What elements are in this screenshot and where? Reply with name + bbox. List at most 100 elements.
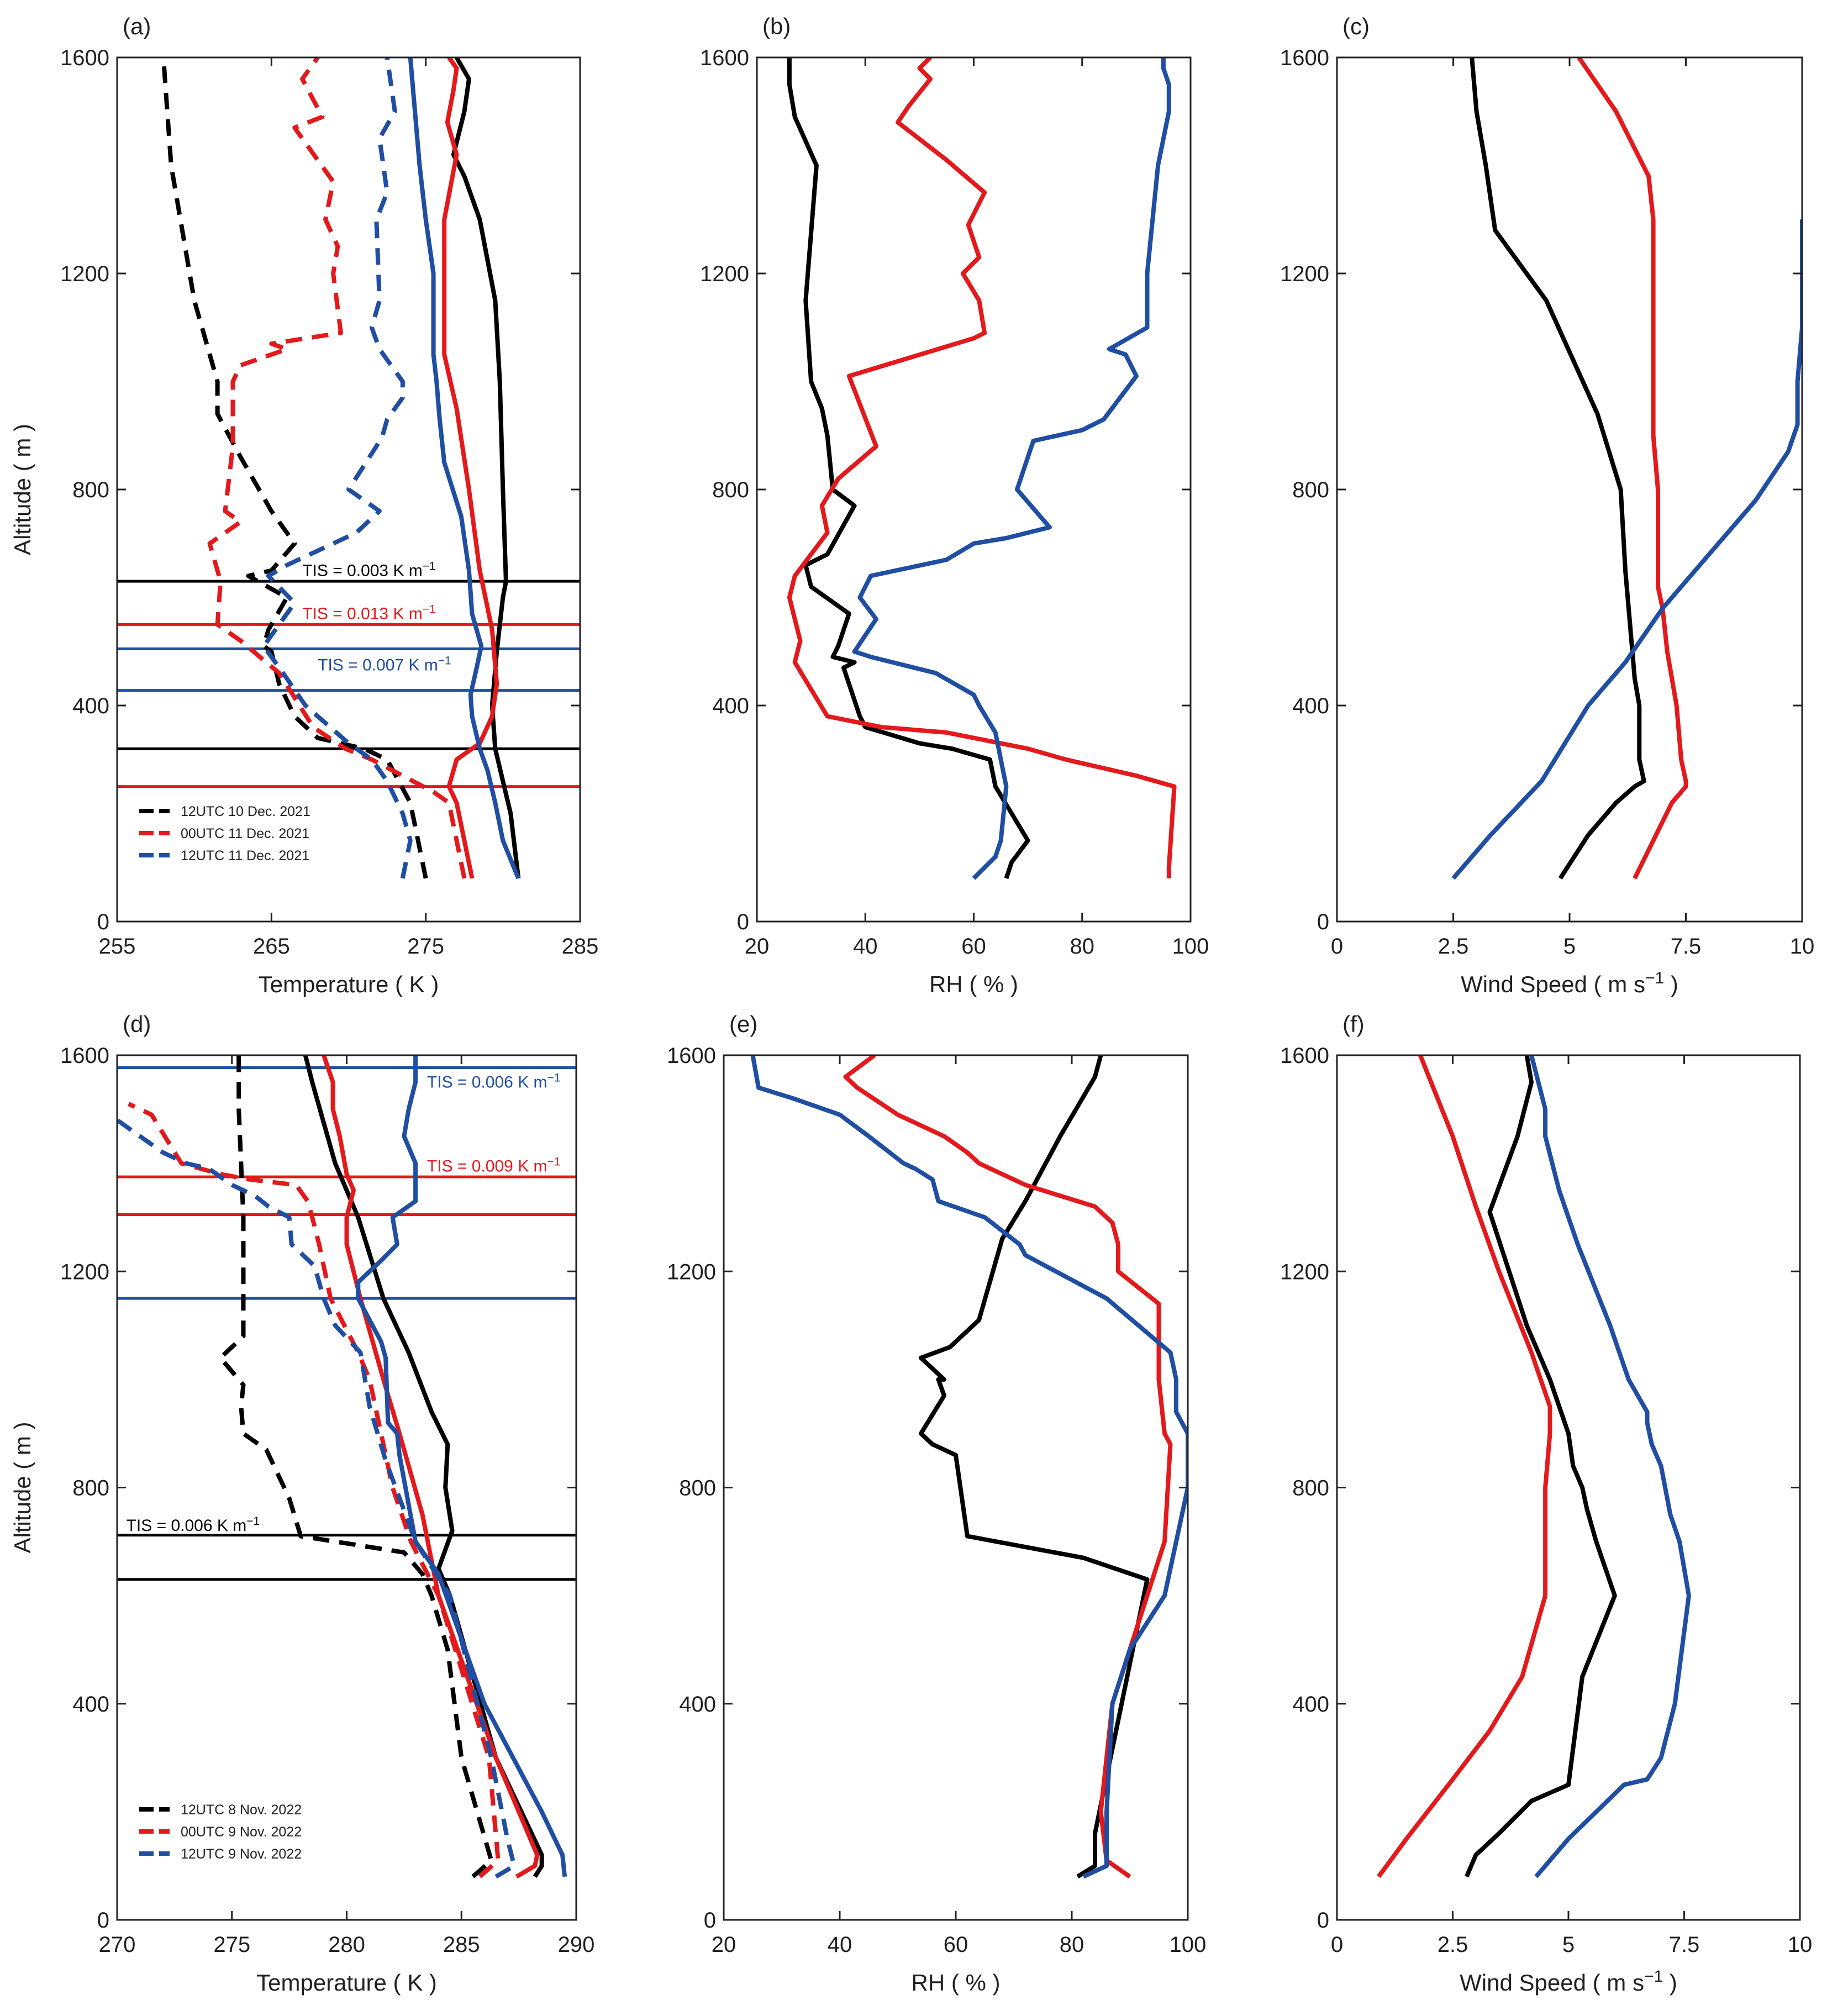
x-tick-label: 40 [853, 934, 878, 959]
x-axis-label-sup: −1 [1645, 969, 1664, 987]
series-line-2 [787, 57, 1177, 878]
tis-annotation-sup: −1 [547, 1071, 561, 1084]
x-tick-label: 80 [1060, 1933, 1084, 1957]
y-tick-label: 800 [1292, 478, 1329, 502]
panel-e: 20 40 60 80 100 0 400 800 1200 1600 RH ( % ) (e) [667, 1011, 1206, 1996]
series-line-2 [1577, 57, 1688, 880]
tis-annotation-3: TIS = 0.007 K m−1 [318, 654, 451, 675]
x-tick-label: 80 [1070, 934, 1095, 959]
y-axis-label: Altitude ( m ) [9, 424, 35, 555]
tis-annotation-2: TIS = 0.009 K m−1 [427, 1155, 561, 1176]
tis-annotation-sup: −1 [547, 1155, 561, 1168]
x-tick-label: 20 [712, 1933, 736, 1957]
y-tick-label: 800 [72, 1476, 109, 1501]
y-tick-label: 400 [1292, 694, 1329, 718]
y-tick-label: 0 [97, 1908, 109, 1933]
series-line-3 [1451, 219, 1802, 880]
panel-c: 0 2.5 5 7.5 10 0 400 800 1200 1600 Wind Speed ( m … [1280, 13, 1814, 997]
legend: 12UTC 8 Nov. 2022 00UTC 9 Nov. 2022 12UTC … [139, 1802, 302, 1862]
y-tick-label: 1200 [700, 262, 749, 286]
y-tick-label: 400 [1292, 1692, 1329, 1717]
tis-annotation-sup: −1 [423, 603, 436, 615]
y-tick-label: 400 [72, 694, 109, 718]
series-line-1 [303, 1055, 544, 1878]
legend-label: 12UTC 8 Nov. 2022 [181, 1802, 302, 1818]
x-tick-label: 0 [1331, 934, 1343, 959]
legend-label: 12UTC 9 Nov. 2022 [181, 1846, 302, 1862]
series-line-3 [750, 1055, 1188, 1879]
x-tick-label: 20 [745, 934, 770, 959]
plot-area [787, 57, 1177, 880]
plot-area [117, 1055, 576, 1879]
series-line-2 [218, 1055, 494, 1878]
x-tick-label: 280 [328, 1933, 365, 1957]
legend-label: 12UTC 10 Dec. 2021 [181, 804, 310, 819]
panel-a: 255 265 275 285 0 400 800 1200 1600 Temperature (… [9, 13, 598, 997]
x-tick-label: 60 [944, 1933, 968, 1957]
x-axis-label: RH ( % ) [929, 971, 1018, 997]
series-line-2 [161, 57, 428, 879]
y-tick-label: 1200 [60, 262, 109, 286]
series-line-4 [128, 1102, 501, 1878]
panel-d: 270 275 280 285 290 0 400 800 1200 1600 Temperatur… [9, 1011, 594, 1996]
series-line-6 [117, 1118, 517, 1879]
axes-frame [756, 56, 1192, 923]
series-line-2 [1377, 1055, 1552, 1878]
plot-area [1451, 57, 1802, 880]
y-tick-label: 0 [1317, 910, 1329, 934]
y-tick-label: 1600 [1280, 46, 1329, 70]
y-tick-label: 800 [712, 478, 749, 502]
series-line-1 [919, 1055, 1150, 1879]
x-axis-label: Wind Speed ( m s−1 ) [1460, 1967, 1677, 1996]
y-tick-label: 1600 [700, 46, 749, 70]
y-tick-label: 1600 [667, 1044, 716, 1068]
series-line-4 [207, 57, 467, 879]
tis-annotation-sup: −1 [246, 1514, 260, 1527]
y-tick-label: 1200 [667, 1260, 716, 1284]
tis-annotation-3: TIS = 0.006 K m−1 [127, 1514, 260, 1535]
x-tick-label: 265 [253, 934, 290, 959]
axes-frame [1336, 56, 1803, 923]
x-tick-label: 7.5 [1671, 934, 1702, 959]
axes-frame [1336, 1054, 1801, 1921]
x-axis-label: Temperature ( K ) [256, 1970, 437, 1996]
x-tick-label: 285 [443, 1933, 480, 1957]
x-axis-label: RH ( % ) [912, 1970, 1001, 1996]
x-tick-label: 290 [558, 1933, 595, 1957]
panel-label: (b) [762, 13, 791, 39]
y-tick-label: 800 [1292, 1476, 1329, 1501]
y-tick-label: 1600 [60, 46, 109, 70]
plot-area [1377, 1055, 1691, 1878]
y-tick-label: 1200 [60, 1260, 109, 1284]
series-line-3 [852, 57, 1171, 880]
x-tick-label: 285 [562, 934, 599, 959]
tis-annotation-1: TIS = 0.006 K m−1 [427, 1071, 561, 1092]
legend: 12UTC 10 Dec. 2021 00UTC 11 Dec. 2021 12UT… [139, 804, 310, 864]
y-tick-label: 400 [679, 1692, 716, 1717]
y-tick-label: 0 [704, 1908, 716, 1933]
x-tick-label: 100 [1170, 1933, 1207, 1957]
series-line-5 [408, 57, 521, 880]
x-axis-label-tail: ) [1663, 1970, 1677, 1996]
y-tick-label: 0 [1317, 1908, 1329, 1933]
tis-annotation-1: TIS = 0.003 K m−1 [302, 560, 436, 580]
panel-label: (a) [123, 13, 151, 39]
series-line-1 [787, 57, 1030, 880]
y-tick-label: 1600 [60, 1044, 109, 1068]
x-tick-label: 40 [828, 1933, 852, 1957]
panel-label: (c) [1342, 13, 1370, 39]
legend-label: 00UTC 9 Nov. 2022 [181, 1824, 302, 1840]
x-tick-label: 275 [213, 1933, 250, 1957]
panel-label: (d) [123, 1011, 151, 1037]
x-tick-label: 255 [99, 934, 136, 959]
legend-label: 00UTC 11 Dec. 2021 [181, 826, 309, 841]
y-axis-label: Altitude ( m ) [9, 1422, 35, 1553]
series-line-1 [1470, 57, 1646, 880]
x-tick-label: 10 [1788, 1933, 1813, 1957]
x-tick-label: 10 [1790, 934, 1815, 959]
series-line-6 [261, 57, 413, 879]
x-axis-label-tail: ) [1664, 971, 1678, 997]
plot-area [750, 1055, 1188, 1879]
tis-annotation-sup: −1 [438, 654, 451, 667]
y-tick-label: 1200 [1280, 262, 1329, 286]
